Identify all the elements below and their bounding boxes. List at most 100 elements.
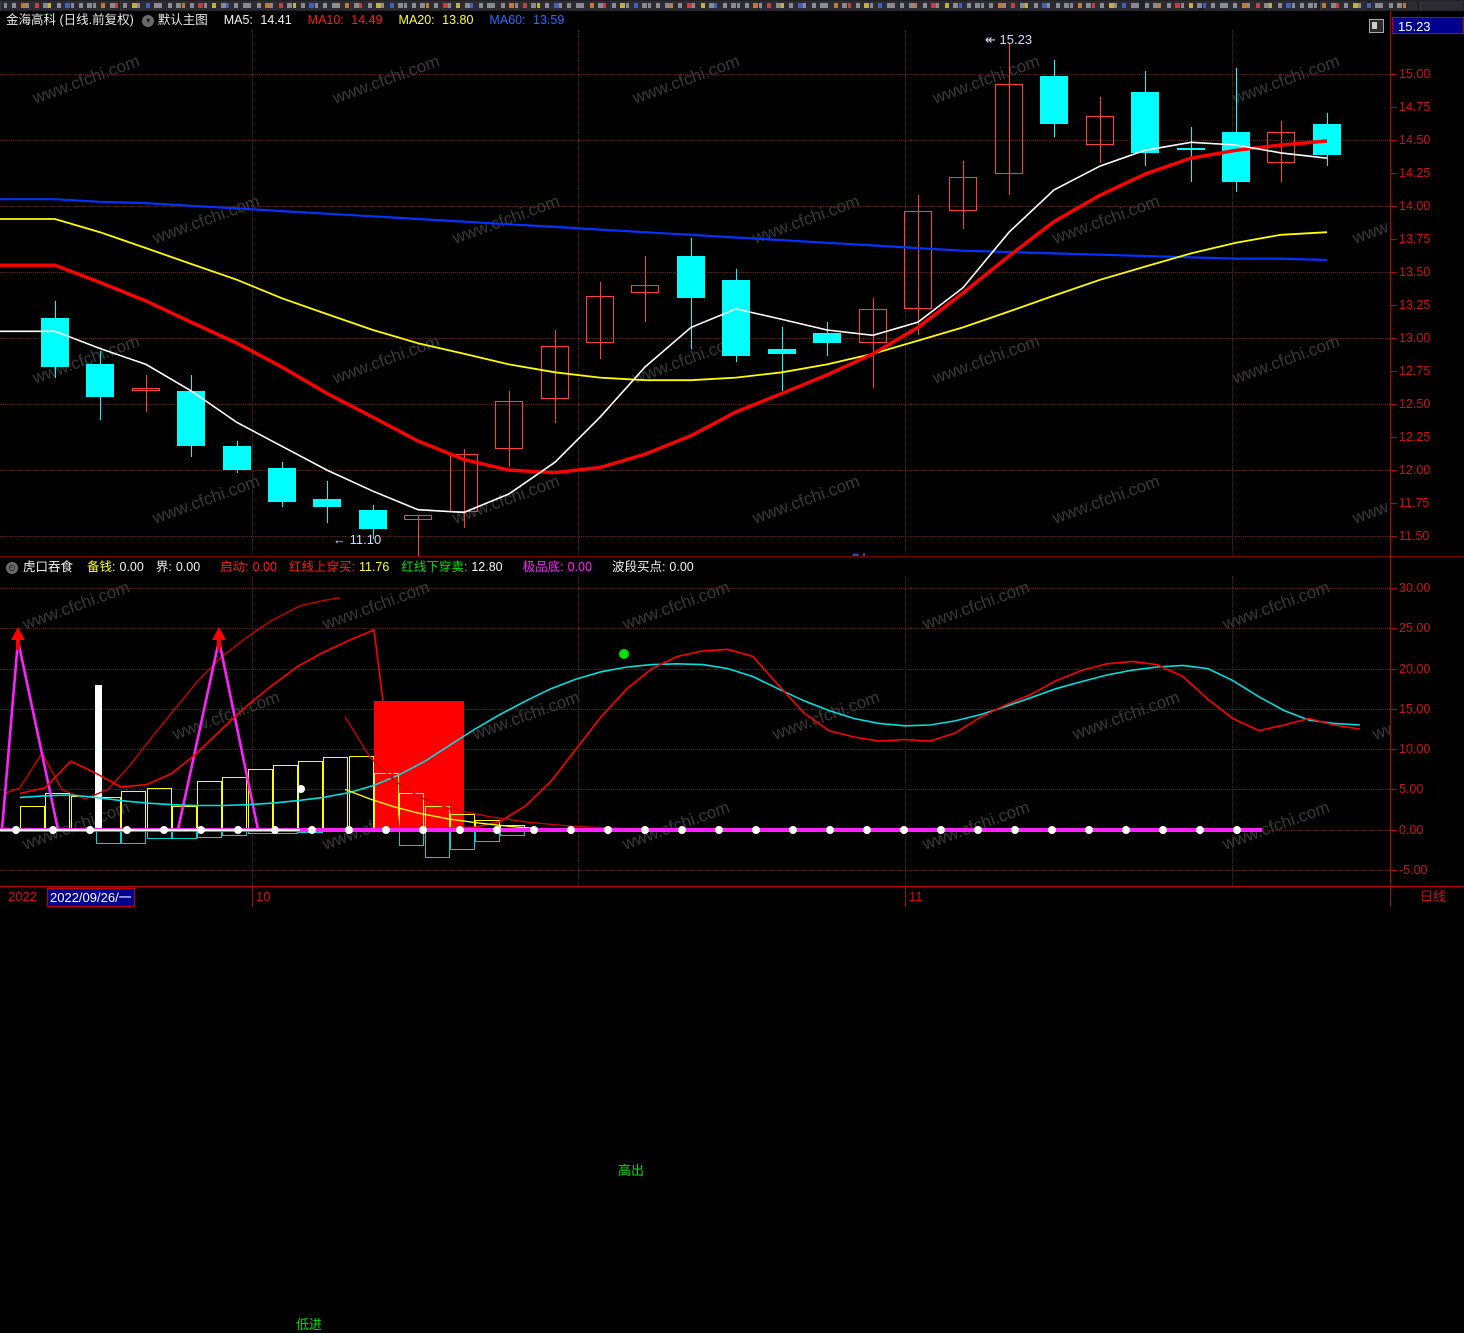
chart-template-label[interactable]: 默认主图 [157,13,208,27]
toolbar-glyph [781,3,784,8]
toolbar-glyph [931,3,936,8]
toolbar-glyph [886,3,892,8]
indicator-axis-tick [1391,588,1397,590]
price-axis-tick [1391,139,1397,141]
price-axis-label: 11.50 [1399,529,1430,544]
toolbar-group-1[interactable] [120,1,229,10]
toolbar-glyph [1069,3,1073,8]
toolbar-glyph [442,3,448,8]
toolbar-glyph [376,3,381,8]
zero-line-dot [308,825,316,834]
price-axis-label: 13.00 [1399,330,1431,345]
toolbar-glyph [212,3,217,8]
toolbar-glyph [833,3,838,8]
toolbar-glyph [420,3,426,8]
price-axis-tick [1391,73,1397,75]
toolbar-glyph [709,3,714,8]
zero-line-dot [1233,825,1241,834]
toolbar-glyph [234,3,239,8]
histogram-bar-yellow [197,781,222,830]
toolbar-glyph [1153,3,1158,8]
toolbar-glyph [1091,3,1095,8]
price-axis-label: 12.75 [1399,364,1431,378]
toolbar-glyph [287,3,293,8]
zero-line-dot [1085,825,1093,834]
toolbar-glyph [190,3,194,8]
indicator-field-label-4: 红线下穿卖: [401,560,468,574]
toolbar-group-3[interactable] [350,1,489,10]
main-plot-area[interactable]: www.cfchi.com www.cfchi.com www.cfchi.com w… [0,30,1390,556]
toolbar-glyph [278,3,283,8]
toolbar-group-12[interactable] [1320,1,1367,10]
toolbar-glyph [1233,3,1238,8]
signal-line-yellow-decay [344,788,571,831]
top-toolbar[interactable] [0,0,1464,12]
period-label[interactable]: 日线 [1420,889,1447,904]
signal-spike-magenta [0,640,60,830]
buy-signal-dot [297,784,305,793]
indicator-field-label-1: 界: [155,560,172,574]
candle-body [41,318,69,367]
candle-body [995,84,1023,175]
indicator-value-axis[interactable]: 30.00 25.00 20.00 15.00 10.00 5.00 0.00 -5.00 [1390,556,1464,886]
toolbar-group-14[interactable] [1420,1,1463,10]
toolbar-glyph [1197,3,1203,8]
date-axis[interactable]: 2022 2022/09/26/一 10 11 日线 [0,886,1464,907]
toolbar-glyph [775,3,781,8]
candle-body [1222,131,1250,182]
price-axis-tick [1391,238,1397,240]
zero-baseline-white [0,829,300,832]
price-axis-tick [1391,205,1397,207]
toolbar-glyph [487,3,492,8]
price-axis-label: 14.00 [1399,198,1431,213]
toolbar-glyph [1108,3,1114,8]
histogram-bar-cyan [475,829,500,842]
vertical-gridline [1232,576,1233,886]
arrow-left-icon: ← [333,532,346,547]
toolbar-glyph [1136,3,1140,8]
price-axis-tick [1391,437,1397,439]
price-axis-tick [1391,404,1397,405]
signal-spike-magenta [176,640,260,830]
toolbar-glyph [314,3,318,8]
toolbar-glyph [811,3,816,8]
indicator-name[interactable]: 虎口吞食 [23,560,74,574]
candle-body [268,467,296,502]
symbol-title[interactable]: 金海高科 (日线.前复权) [6,13,134,27]
toolbar-glyph [731,3,737,8]
indicator-axis-tick [1391,789,1397,791]
toolbar-glyph [270,3,274,8]
panel-toggle-icon[interactable] [1369,19,1384,33]
indicator-plot-area[interactable]: www.cfchi.com www.cfchi.com www.cfchi.com w… [0,576,1390,886]
candle-body [223,446,251,471]
candle-body [631,285,659,293]
watermark-text: www.cfchi.com [329,331,443,388]
toolbar-glyph [48,3,52,8]
price-axis[interactable]: 15.23 15.00 14.75 14.50 14.25 14.00 13.75 13.50… [1369,11,1464,556]
candle-body [1040,76,1068,124]
price-axis-label: 15.00 [1399,66,1431,81]
toolbar-glyph [842,3,848,8]
toolbar-glyph [131,3,137,8]
toolbar-group-13[interactable] [1372,1,1417,10]
watermark-text: www.cfchi.com [1049,471,1163,528]
toolbar-glyph [847,3,851,8]
clock-icon[interactable]: ◴ [6,561,18,574]
date-axis-sep-3 [1390,887,1391,907]
indicator-axis-label: 25.00 [1399,621,1431,636]
indicator-axis-label: 15.00 [1399,701,1431,716]
toolbar-glyph [545,3,550,8]
zero-line-dot [900,825,908,834]
candle-body [1267,131,1295,164]
chevron-down-icon[interactable]: ▾ [142,14,155,27]
toolbar-glyph [470,3,474,8]
toolbar-glyph [425,3,429,8]
toolbar-glyph [1175,3,1181,8]
toolbar-glyph [154,3,159,8]
toolbar-group-5[interactable] [610,1,759,10]
toolbar-glyph [820,3,825,8]
indicator-gridline [0,628,1390,630]
toolbar-glyph [56,3,61,8]
toolbar-glyph [492,3,496,8]
ma5-value: 14.41 [260,13,292,27]
